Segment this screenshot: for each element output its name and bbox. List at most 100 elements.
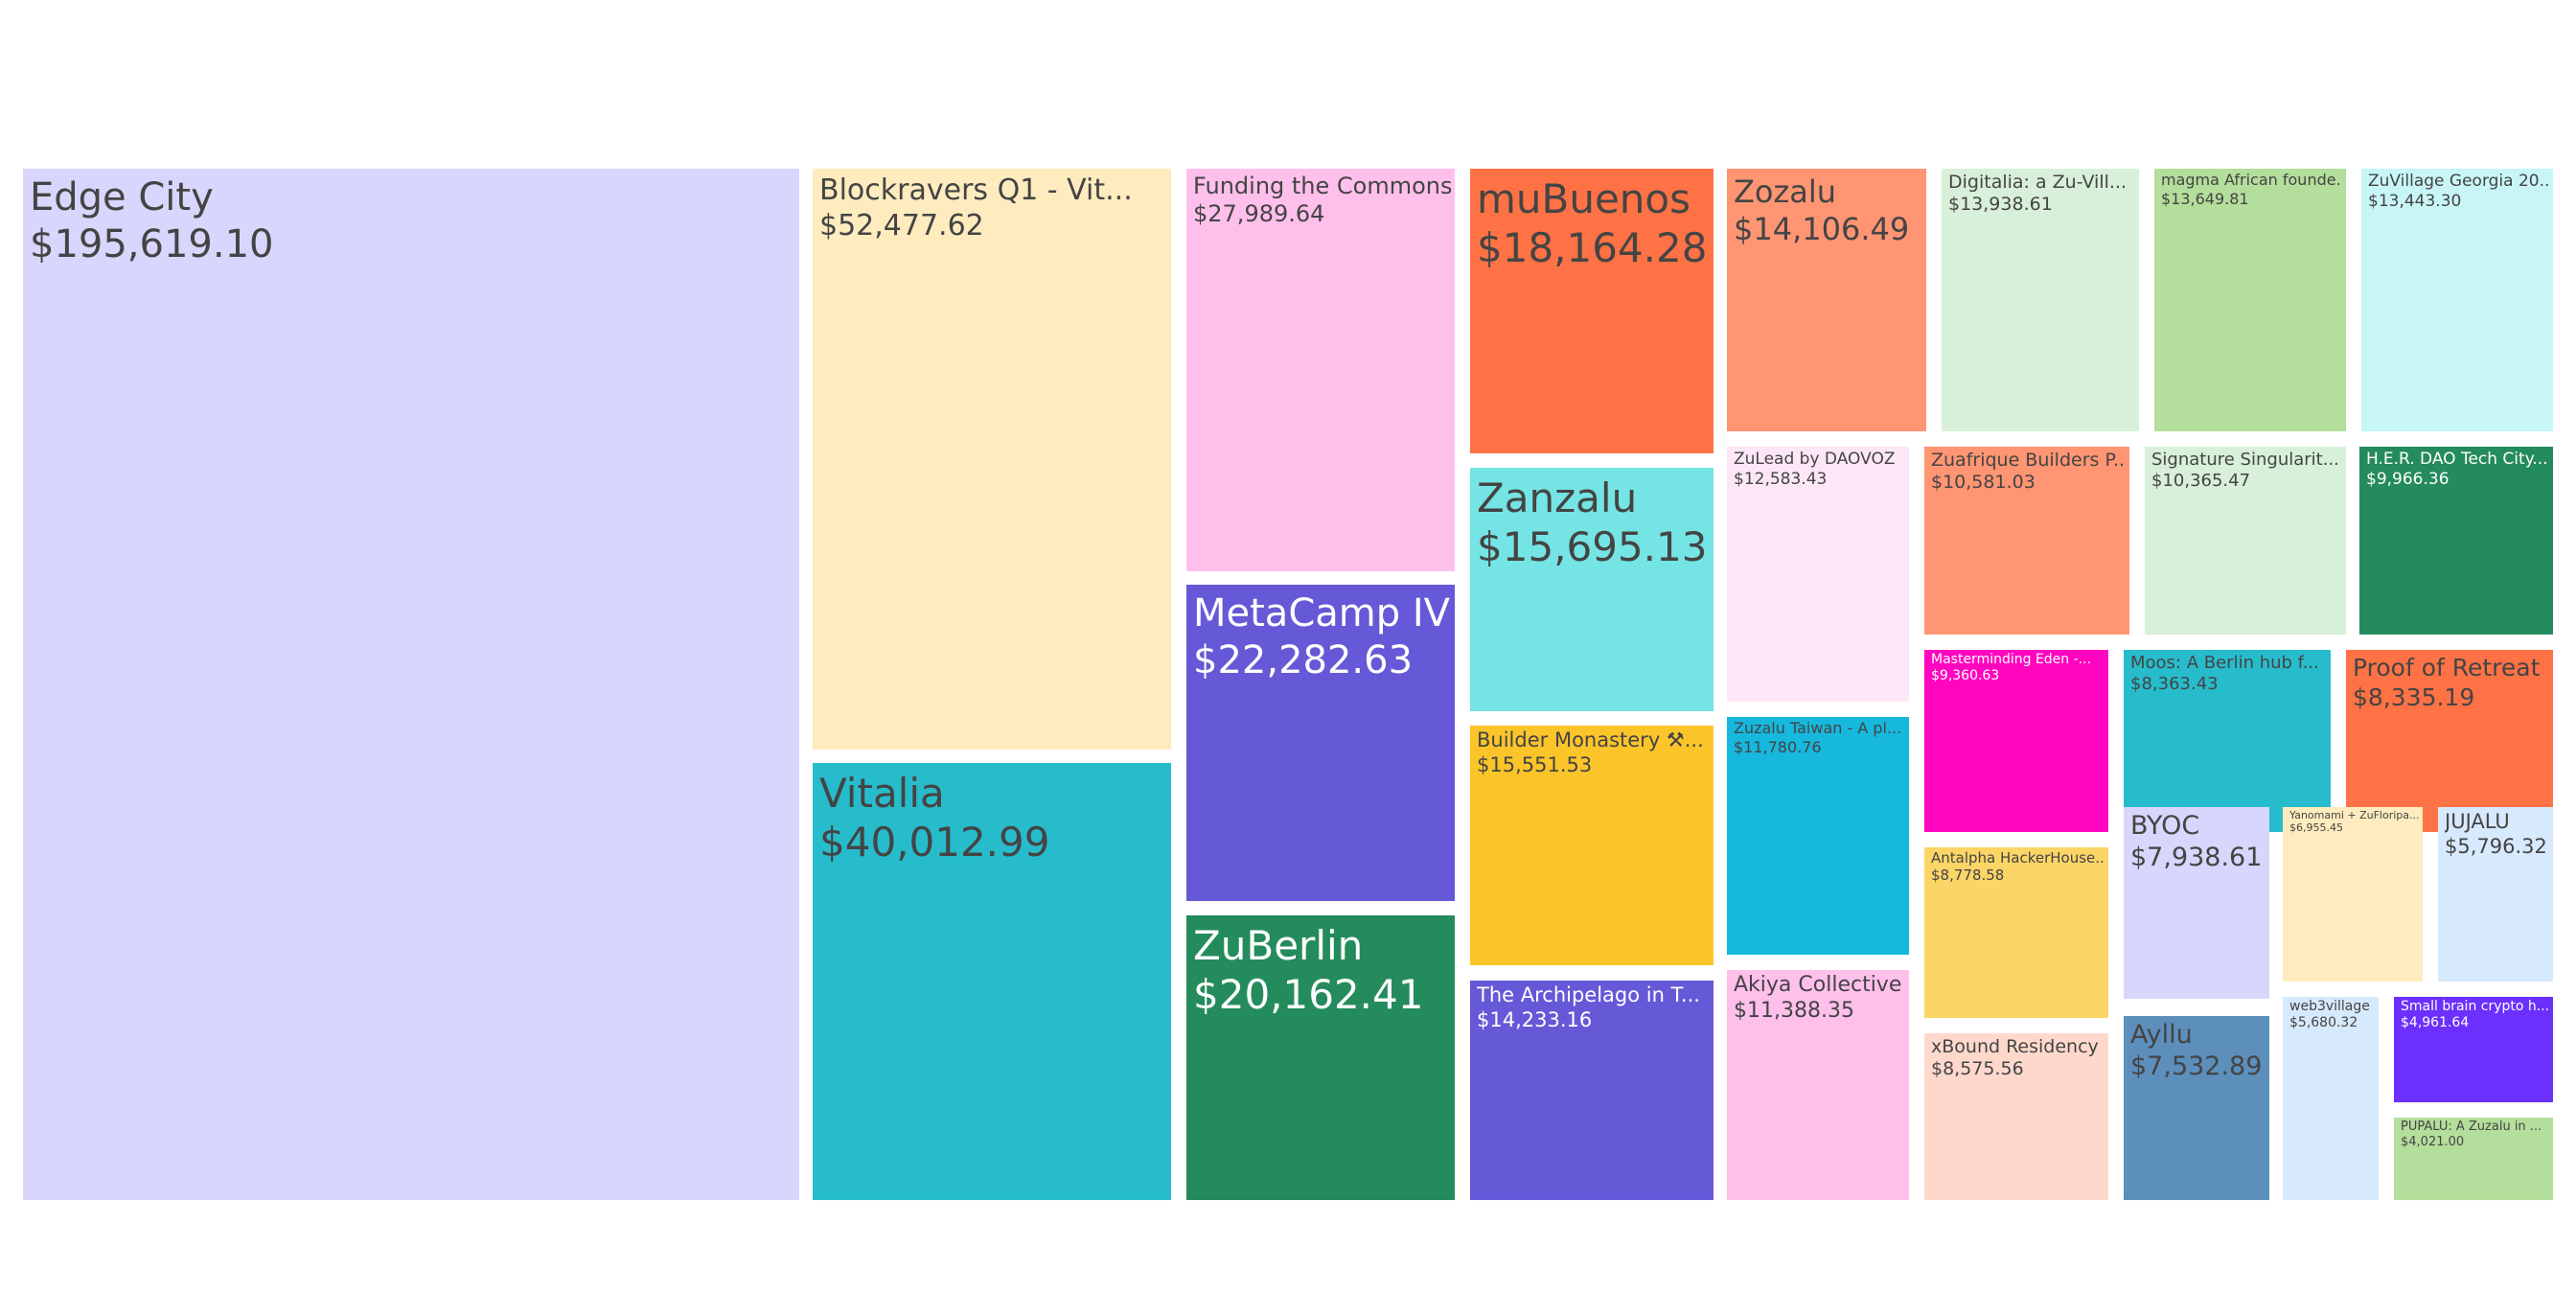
tile-label: Moos: A Berlin hub f... $8,363.43 <box>2130 653 2327 695</box>
treemap-tile[interactable]: magma African founde... $13,649.81 <box>2154 169 2346 431</box>
treemap-tile[interactable]: Funding the Commons $27,989.64 <box>1186 169 1455 571</box>
tile-value: $15,551.53 <box>1477 752 1593 776</box>
tile-value: $8,778.58 <box>1931 867 2005 885</box>
treemap-tile[interactable]: Small brain crypto h... $4,961.64 <box>2394 997 2553 1102</box>
tile-value: $8,335.19 <box>2353 682 2475 711</box>
tile-label: web3village $5,680.32 <box>2289 999 2375 1031</box>
tile-label: JUJALU $5,796.32 <box>2445 810 2549 859</box>
tile-name: magma African founde... <box>2161 171 2342 189</box>
tile-value: $4,961.64 <box>2401 1015 2470 1031</box>
tile-label: Blockravers Q1 - Vit... $52,477.62 <box>819 173 1167 243</box>
tile-name: Yanomami + ZuFloripa... <box>2289 809 2419 821</box>
tile-value: $10,581.03 <box>1931 472 2036 494</box>
tile-name: MetaCamp IV <box>1193 591 1450 635</box>
treemap-tile[interactable]: Zuzalu Taiwan - A pl... $11,780.76 <box>1727 717 1909 955</box>
tile-name: Moos: A Berlin hub f... <box>2130 653 2319 673</box>
tile-label: ZuVillage Georgia 20... $13,443.30 <box>2368 172 2549 211</box>
treemap-tile[interactable]: MetaCamp IV $22,282.63 <box>1186 585 1455 901</box>
tile-value: $5,680.32 <box>2289 1015 2358 1031</box>
tile-name: JUJALU <box>2445 810 2510 833</box>
tile-name: Ayllu <box>2130 1020 2193 1050</box>
tile-label: H.E.R. DAO Tech City... $9,966.36 <box>2366 450 2549 489</box>
tile-value: $12,583.43 <box>1734 469 1828 489</box>
treemap-tile[interactable]: Blockravers Q1 - Vit... $52,477.62 <box>813 169 1171 750</box>
tile-value: $7,938.61 <box>2130 842 2263 872</box>
treemap-tile[interactable]: Digitalia: a Zu-Vill... $13,938.61 <box>1942 169 2139 431</box>
tile-label: Zuzalu Taiwan - A pl... $11,780.76 <box>1734 719 1905 756</box>
tile-value: $40,012.99 <box>819 819 1050 867</box>
treemap-tile[interactable]: Vitalia $40,012.99 <box>813 763 1171 1200</box>
treemap-tile[interactable]: Masterminding Eden -... $9,360.63 <box>1924 650 2108 832</box>
treemap-tile[interactable]: Proof of Retreat $8,335.19 <box>2346 650 2553 832</box>
treemap-tile[interactable]: JUJALU $5,796.32 <box>2438 807 2553 982</box>
tile-label: Yanomami + ZuFloripa... $6,955.45 <box>2289 809 2419 835</box>
tile-label: Small brain crypto h... $4,961.64 <box>2401 999 2549 1031</box>
tile-label: xBound Residency $8,575.56 <box>1931 1036 2104 1080</box>
treemap-tile[interactable]: ZuVillage Georgia 20... $13,443.30 <box>2361 169 2553 431</box>
treemap-tile[interactable]: BYOC $7,938.61 <box>2124 807 2269 999</box>
tile-value: $27,989.64 <box>1193 200 1325 228</box>
tile-label: Masterminding Eden -... $9,360.63 <box>1931 652 2104 684</box>
treemap-tile[interactable]: Zozalu $14,106.49 <box>1727 169 1926 431</box>
treemap-tile[interactable]: Builder Monastery ⚒... $15,551.53 <box>1470 726 1714 965</box>
tile-name: muBuenos <box>1477 175 1691 222</box>
tile-name: Zozalu <box>1734 173 1837 210</box>
tile-name: PUPALU: A Zuzalu in ... <box>2401 1120 2542 1134</box>
tile-name: Edge City <box>30 175 214 220</box>
treemap-tile[interactable]: xBound Residency $8,575.56 <box>1924 1033 2108 1200</box>
treemap-tile[interactable]: Zanzalu $15,695.13 <box>1470 468 1714 711</box>
tile-value: $22,282.63 <box>1193 637 1414 682</box>
treemap-tile[interactable]: The Archipelago in T... $14,233.16 <box>1470 981 1714 1200</box>
tile-label: BYOC $7,938.61 <box>2130 811 2266 874</box>
tile-value: $5,796.32 <box>2445 834 2547 858</box>
treemap-tile[interactable]: ZuBerlin $20,162.41 <box>1186 915 1455 1200</box>
tile-label: Ayllu $7,532.89 <box>2130 1020 2266 1083</box>
tile-name: Zanzalu <box>1477 474 1638 521</box>
tile-label: PUPALU: A Zuzalu in ... $4,021.00 <box>2401 1120 2549 1150</box>
tile-value: $6,955.45 <box>2289 821 2343 835</box>
treemap-tile[interactable]: Ayllu $7,532.89 <box>2124 1016 2269 1200</box>
tile-value: $20,162.41 <box>1193 971 1424 1019</box>
tile-name: xBound Residency <box>1931 1036 2099 1057</box>
tile-name: H.E.R. DAO Tech City... <box>2366 450 2548 469</box>
treemap-tile[interactable]: PUPALU: A Zuzalu in ... $4,021.00 <box>2394 1118 2553 1200</box>
tile-label: Signature Singularit... $10,365.47 <box>2151 450 2342 492</box>
tile-label: magma African founde... $13,649.81 <box>2161 171 2342 208</box>
tile-name: ZuVillage Georgia 20... <box>2368 172 2549 191</box>
tile-label: The Archipelago in T... $14,233.16 <box>1477 983 1710 1032</box>
tile-value: $13,443.30 <box>2368 191 2462 211</box>
tile-value: $11,388.35 <box>1734 998 1854 1023</box>
tile-name: Masterminding Eden -... <box>1931 652 2092 667</box>
tile-value: $10,365.47 <box>2151 470 2251 491</box>
tile-value: $8,363.43 <box>2130 673 2219 694</box>
treemap-tile[interactable]: Yanomami + ZuFloripa... $6,955.45 <box>2283 807 2423 982</box>
tile-name: Digitalia: a Zu-Vill... <box>1948 172 2128 193</box>
treemap-tile[interactable]: Signature Singularit... $10,365.47 <box>2145 447 2346 635</box>
tile-name: Signature Singularit... <box>2151 450 2339 470</box>
tile-value: $8,575.56 <box>1931 1058 2024 1080</box>
tile-name: The Archipelago in T... <box>1477 983 1700 1006</box>
tile-name: Blockravers Q1 - Vit... <box>819 173 1133 207</box>
tile-label: ZuBerlin $20,162.41 <box>1193 921 1451 1019</box>
treemap-tile[interactable]: muBuenos $18,164.28 <box>1470 169 1714 453</box>
tile-value: $4,021.00 <box>2401 1134 2465 1149</box>
treemap-tile[interactable]: Edge City $195,619.10 <box>23 169 799 1200</box>
treemap-tile[interactable]: Akiya Collective $11,388.35 <box>1727 970 1909 1200</box>
tile-label: Funding the Commons $27,989.64 <box>1193 173 1451 229</box>
treemap-tile[interactable]: Antalpha HackerHouse... $8,778.58 <box>1924 847 2108 1018</box>
treemap-tile[interactable]: H.E.R. DAO Tech City... $9,966.36 <box>2359 447 2553 635</box>
tile-name: BYOC <box>2130 811 2200 841</box>
tile-label: Edge City $195,619.10 <box>30 174 795 268</box>
tile-value: $13,649.81 <box>2161 189 2249 208</box>
tile-name: Funding the Commons <box>1193 173 1451 199</box>
treemap-tile[interactable]: ZuLead by DAOVOZ $12,583.43 <box>1727 447 1909 702</box>
treemap-tile[interactable]: web3village $5,680.32 <box>2283 997 2379 1200</box>
tile-name: ZuLead by DAOVOZ <box>1734 450 1896 469</box>
tile-value: $15,695.13 <box>1477 523 1708 571</box>
treemap-tile[interactable]: Moos: A Berlin hub f... $8,363.43 <box>2124 650 2331 832</box>
tile-value: $13,938.61 <box>1948 194 2053 216</box>
treemap-tile[interactable]: Zuafrique Builders P... $10,581.03 <box>1924 447 2129 635</box>
tile-name: Small brain crypto h... <box>2401 999 2549 1014</box>
tile-label: Digitalia: a Zu-Vill... $13,938.61 <box>1948 172 2135 216</box>
